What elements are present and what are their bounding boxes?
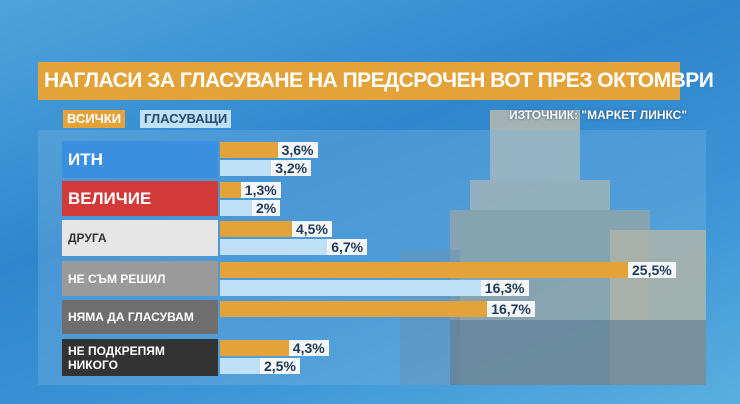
bar-all xyxy=(220,182,241,198)
category-label: НЯМА ДА ГЛАСУВАМ xyxy=(62,300,218,334)
category-label: НЕ СЪМ РЕШИЛ xyxy=(62,261,218,296)
category-label: ВЕЛИЧИЕ xyxy=(62,181,218,216)
data-label: 16,3% xyxy=(480,280,529,296)
bar-voters xyxy=(220,280,481,296)
data-label: 3,6% xyxy=(277,142,318,158)
bar-voters xyxy=(220,239,328,255)
bar-all xyxy=(220,301,488,317)
bar-all xyxy=(220,142,278,158)
legend-voters: ГЛАСУВАЩИ xyxy=(140,110,232,128)
data-label: 4,5% xyxy=(292,221,332,237)
category-label: ДРУГА xyxy=(62,220,218,256)
data-label: 3,2% xyxy=(271,160,312,176)
data-label: 1,3% xyxy=(240,182,281,198)
category-label: ИТН xyxy=(62,141,218,178)
data-label: 4,3% xyxy=(288,340,329,356)
bar-all xyxy=(220,262,628,278)
data-label: 25,5% xyxy=(628,262,676,278)
source-label: ИЗТОЧНИК: "МАРКЕТ ЛИНКС" xyxy=(509,108,688,122)
category-label: НЕ ПОДКРЕПЯМ НИКОГО xyxy=(62,339,218,376)
legend-all: ВСИЧКИ xyxy=(63,110,126,128)
bar-voters xyxy=(220,160,272,176)
data-label: 16,7% xyxy=(487,301,535,317)
bar-voters xyxy=(220,200,252,216)
bar-all xyxy=(220,340,289,356)
data-label: 6,7% xyxy=(327,239,368,255)
data-label: 2,5% xyxy=(260,358,300,374)
chart-title: НАГЛАСИ ЗА ГЛАСУВАНЕ НА ПРЕДСРОЧЕН ВОТ П… xyxy=(38,62,714,100)
parliament-building-image xyxy=(400,110,706,385)
data-label: 2% xyxy=(252,200,281,216)
bar-voters xyxy=(220,358,260,374)
bar-all xyxy=(220,221,292,237)
